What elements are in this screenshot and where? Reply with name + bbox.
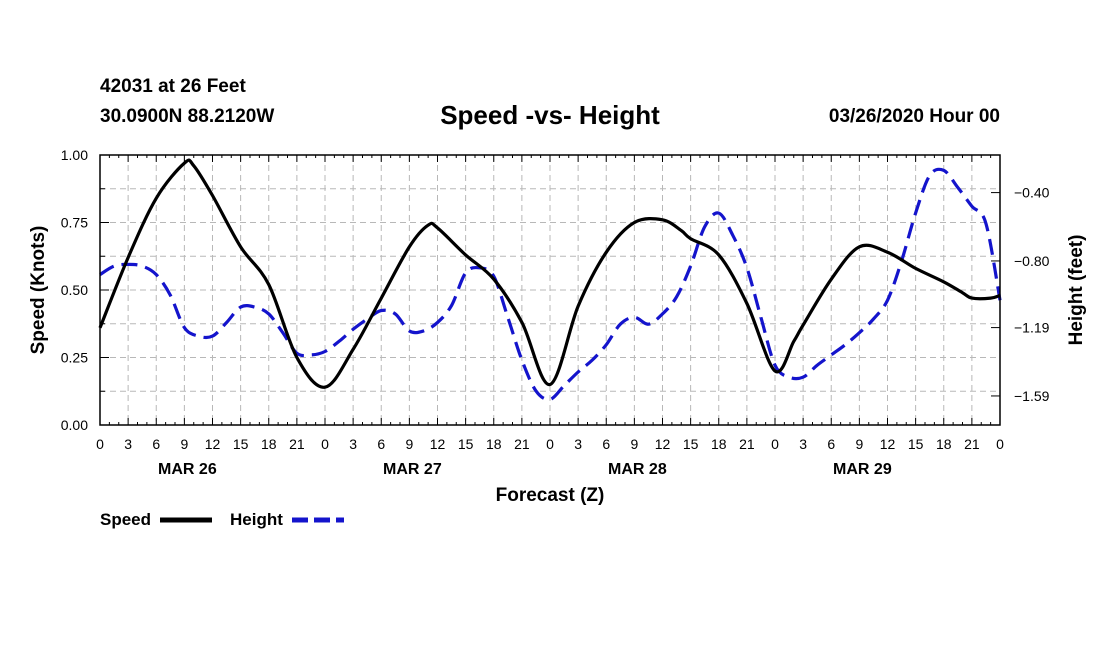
y-right-tick-label: −1.59 — [1014, 388, 1050, 404]
x-tick-label: 9 — [405, 436, 413, 452]
x-tick-label: 0 — [996, 436, 1004, 452]
x-tick-label: 0 — [546, 436, 554, 452]
x-tick-label: 15 — [458, 436, 474, 452]
x-tick-label: 18 — [486, 436, 502, 452]
x-tick-label: 21 — [289, 436, 305, 452]
y-left-axis-title: Speed (Knots) — [28, 226, 49, 355]
y-left-tick-label: 0.00 — [61, 417, 88, 433]
x-tick-label: 6 — [152, 436, 160, 452]
x-tick-label: 3 — [799, 436, 807, 452]
date-label: MAR 27 — [383, 461, 442, 478]
y-left-tick-label: 0.50 — [61, 282, 88, 298]
x-tick-label: 21 — [739, 436, 755, 452]
x-tick-label: 18 — [936, 436, 952, 452]
y-left-tick-label: 1.00 — [61, 147, 88, 163]
y-right-tick-label: −1.19 — [1014, 320, 1050, 336]
y-left-tick-label: 0.75 — [61, 215, 88, 231]
y-left-tick-label: 0.25 — [61, 350, 88, 366]
location-label: 30.0900N 88.2120W — [100, 106, 275, 127]
x-tick-label: 21 — [964, 436, 980, 452]
date-label: MAR 29 — [833, 461, 892, 478]
axis-layer: 0 3 6 9 12 15 18 21 0 3 6 9 12 15 18 21 0 3 6 9 12 15 18 21 0 3 6 9… — [28, 147, 1087, 506]
x-tick-label: 3 — [124, 436, 132, 452]
x-tick-label: 12 — [205, 436, 221, 452]
x-tick-label: 3 — [349, 436, 357, 452]
x-tick-label: 9 — [180, 436, 188, 452]
legend-label-speed: Speed — [100, 510, 151, 529]
x-tick-label: 15 — [683, 436, 699, 452]
x-tick-label: 9 — [630, 436, 638, 452]
x-tick-label: 21 — [514, 436, 530, 452]
x-tick-label: 15 — [908, 436, 924, 452]
legend-label-height: Height — [230, 510, 283, 529]
x-tick-label: 15 — [233, 436, 249, 452]
legend: Speed Height — [100, 510, 344, 529]
y-right-axis-title: Height (feet) — [1066, 235, 1087, 346]
series-layer — [98, 158, 1002, 402]
y-right-tick-label: −0.80 — [1014, 253, 1050, 269]
x-tick-label: 6 — [602, 436, 610, 452]
y-right-tick-label: −0.40 — [1014, 185, 1050, 201]
x-tick-label: 12 — [655, 436, 671, 452]
height-line — [99, 167, 1002, 402]
x-tick-label: 0 — [321, 436, 329, 452]
x-tick-label: 3 — [574, 436, 582, 452]
x-tick-label: 9 — [855, 436, 863, 452]
x-tick-label: 0 — [771, 436, 779, 452]
x-tick-label: 12 — [430, 436, 446, 452]
date-label: MAR 28 — [608, 461, 667, 478]
x-tick-label: 18 — [711, 436, 727, 452]
x-tick-label: 18 — [261, 436, 277, 452]
x-axis-title: Forecast (Z) — [496, 485, 605, 506]
chart-title: Speed -vs- Height — [440, 100, 660, 130]
x-tick-label: 6 — [827, 436, 835, 452]
x-tick-label: 12 — [880, 436, 896, 452]
x-tick-label: 0 — [96, 436, 104, 452]
grid-layer — [100, 155, 1000, 425]
date-label: MAR 26 — [158, 461, 217, 478]
speed-line — [98, 158, 1001, 389]
station-label: 42031 at 26 Feet — [100, 76, 246, 97]
run-time-label: 03/26/2020 Hour 00 — [828, 106, 1000, 127]
x-tick-label: 6 — [377, 436, 385, 452]
